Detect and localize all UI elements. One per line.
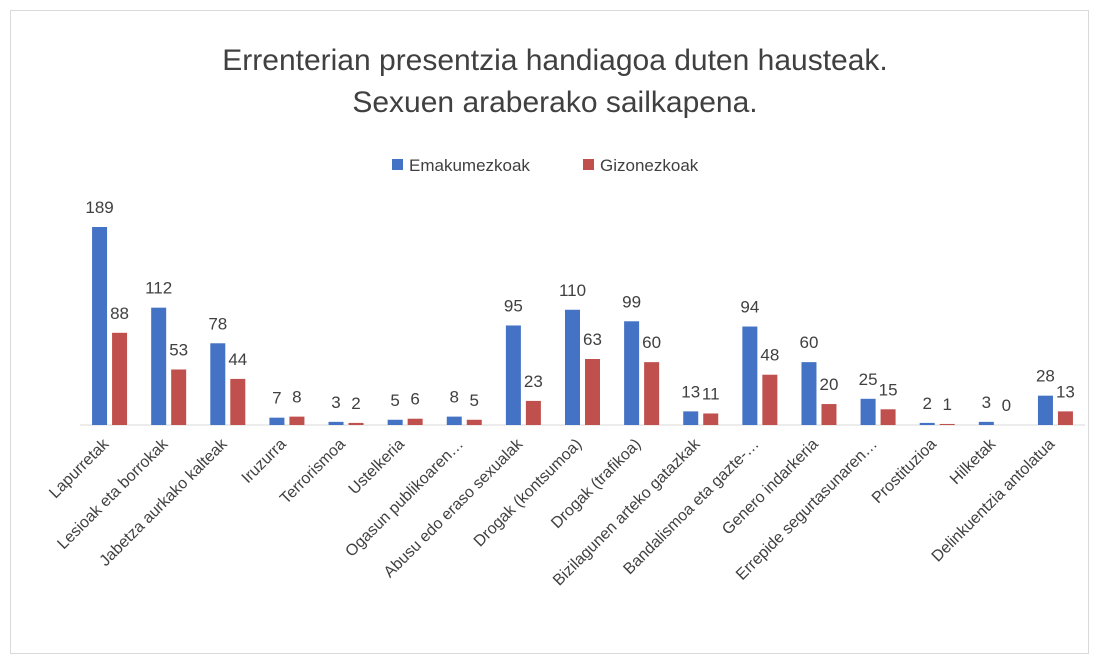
legend-swatch [392, 159, 403, 170]
bar [387, 419, 403, 425]
data-label: 95 [504, 296, 523, 315]
data-label: 48 [760, 346, 779, 365]
data-label: 53 [169, 340, 188, 359]
bar [171, 369, 187, 425]
data-label: 78 [208, 314, 227, 333]
data-label: 189 [85, 198, 113, 217]
bar [505, 325, 521, 425]
data-label: 25 [859, 370, 878, 389]
bar [446, 416, 462, 425]
bar [269, 417, 285, 425]
bar [919, 422, 935, 425]
data-label: 7 [272, 389, 281, 408]
bar [328, 421, 344, 425]
data-label: 3 [331, 393, 340, 412]
data-label: 63 [583, 330, 602, 349]
data-label: 13 [681, 382, 700, 401]
data-label: 44 [228, 350, 247, 369]
data-label: 110 [559, 281, 586, 300]
bar [230, 378, 246, 425]
bar [525, 400, 541, 425]
bar [151, 307, 167, 425]
data-label: 5 [470, 391, 479, 410]
data-label: 23 [524, 372, 543, 391]
data-label: 60 [800, 333, 819, 352]
bar [860, 398, 876, 425]
bar [762, 374, 778, 425]
data-label: 0 [1002, 396, 1011, 415]
bar [742, 326, 758, 425]
bar [703, 413, 719, 425]
data-label: 13 [1056, 382, 1075, 401]
bar [821, 404, 837, 425]
data-label: 8 [292, 388, 301, 407]
chart-title: Errenterian presentzia handiagoa duten h… [222, 44, 887, 77]
bar [880, 409, 896, 425]
data-label: 8 [450, 388, 459, 407]
bar [585, 359, 600, 425]
data-label: 6 [410, 390, 419, 409]
legend-label: Emakumezkoak [409, 156, 530, 175]
bar [939, 423, 955, 425]
bar [407, 418, 423, 425]
bar [112, 332, 128, 425]
data-label: 88 [110, 304, 129, 323]
bar [210, 343, 226, 425]
data-label: 5 [390, 391, 399, 410]
data-label: 28 [1036, 367, 1055, 386]
legend-swatch [583, 159, 594, 170]
bar [624, 321, 640, 425]
data-label: 1 [942, 395, 951, 414]
data-label: 11 [702, 384, 720, 403]
chart-title: Sexuen araberako sailkapena. [352, 86, 757, 119]
data-label: 20 [820, 375, 839, 394]
bar [801, 362, 817, 425]
data-label: 60 [642, 333, 661, 352]
bar [1037, 395, 1053, 425]
bar [644, 362, 660, 425]
data-label: 3 [982, 393, 991, 412]
bar [978, 421, 994, 425]
bar [348, 422, 364, 425]
bar [683, 411, 699, 425]
bar [1057, 411, 1073, 425]
data-label: 15 [879, 380, 898, 399]
data-label: 112 [145, 279, 172, 298]
bar [565, 309, 580, 425]
data-label: 2 [922, 394, 931, 413]
legend-label: Gizonezkoak [600, 156, 699, 175]
data-label: 2 [351, 394, 360, 413]
bar [289, 416, 305, 425]
data-label: 99 [622, 292, 641, 311]
bar [92, 227, 108, 425]
data-label: 94 [740, 298, 759, 317]
bar [466, 419, 482, 425]
chart-border [10, 10, 1089, 654]
